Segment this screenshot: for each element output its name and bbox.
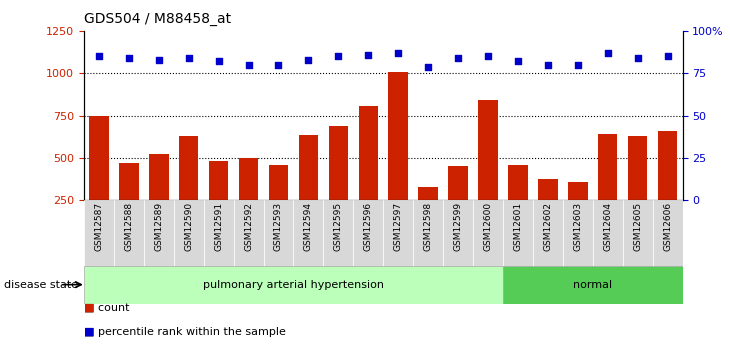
- Text: GSM12596: GSM12596: [364, 202, 373, 252]
- Text: GDS504 / M88458_at: GDS504 / M88458_at: [84, 12, 231, 26]
- Point: [483, 54, 494, 59]
- Text: GSM12605: GSM12605: [633, 202, 642, 252]
- Text: GSM12598: GSM12598: [423, 202, 433, 252]
- Bar: [174, 200, 204, 273]
- Bar: [84, 200, 114, 273]
- Bar: [114, 200, 144, 273]
- Bar: [508, 165, 528, 200]
- Bar: [293, 200, 323, 273]
- Bar: [149, 154, 169, 200]
- Text: GSM12592: GSM12592: [244, 202, 253, 251]
- Bar: [383, 200, 413, 273]
- Text: GSM12595: GSM12595: [334, 202, 343, 252]
- Point: [182, 55, 194, 61]
- Bar: [84, 266, 503, 304]
- Bar: [89, 116, 109, 200]
- Bar: [204, 200, 234, 273]
- Bar: [478, 100, 498, 200]
- Text: GSM12589: GSM12589: [154, 202, 164, 252]
- Bar: [418, 187, 438, 200]
- Bar: [388, 72, 408, 200]
- Text: GSM12587: GSM12587: [94, 202, 104, 252]
- Bar: [179, 136, 199, 200]
- Bar: [658, 131, 677, 200]
- Bar: [144, 200, 174, 273]
- Point: [242, 62, 255, 68]
- Bar: [568, 183, 588, 200]
- Bar: [328, 126, 348, 200]
- Text: GSM12599: GSM12599: [453, 202, 463, 252]
- Point: [303, 57, 315, 62]
- Bar: [119, 163, 139, 200]
- Text: GSM12591: GSM12591: [214, 202, 223, 252]
- Point: [542, 62, 554, 68]
- Bar: [234, 200, 264, 273]
- Point: [333, 54, 345, 59]
- Point: [602, 50, 613, 56]
- Bar: [563, 200, 593, 273]
- Bar: [358, 106, 378, 200]
- Point: [213, 59, 225, 64]
- Text: GSM12590: GSM12590: [184, 202, 193, 252]
- Bar: [628, 136, 648, 200]
- Text: ■: ■: [84, 303, 94, 313]
- Bar: [239, 158, 258, 200]
- Bar: [593, 200, 623, 273]
- Text: GSM12602: GSM12602: [543, 202, 553, 251]
- Text: GSM12604: GSM12604: [603, 202, 612, 251]
- Bar: [448, 166, 468, 200]
- Point: [393, 50, 404, 56]
- Bar: [269, 166, 288, 200]
- Point: [153, 57, 165, 62]
- Point: [572, 62, 584, 68]
- Text: ■: ■: [84, 327, 94, 337]
- Bar: [264, 200, 293, 273]
- Text: GSM12600: GSM12600: [483, 202, 493, 252]
- Point: [662, 54, 674, 59]
- Point: [363, 52, 374, 58]
- Bar: [299, 135, 318, 200]
- Bar: [533, 200, 563, 273]
- Bar: [353, 200, 383, 273]
- Bar: [623, 200, 653, 273]
- Bar: [503, 266, 683, 304]
- Text: GSM12606: GSM12606: [663, 202, 672, 252]
- Bar: [653, 200, 683, 273]
- Text: ■ percentile rank within the sample: ■ percentile rank within the sample: [84, 327, 286, 337]
- Text: pulmonary arterial hypertension: pulmonary arterial hypertension: [203, 280, 384, 289]
- Bar: [503, 200, 533, 273]
- Bar: [538, 179, 558, 200]
- Bar: [598, 134, 618, 200]
- Point: [512, 59, 524, 64]
- Text: disease state: disease state: [4, 280, 78, 289]
- Text: GSM12601: GSM12601: [513, 202, 523, 252]
- Text: GSM12593: GSM12593: [274, 202, 283, 252]
- Bar: [323, 200, 353, 273]
- Point: [123, 55, 134, 61]
- Bar: [473, 200, 503, 273]
- Text: GSM12594: GSM12594: [304, 202, 313, 251]
- Bar: [413, 200, 443, 273]
- Text: GSM12597: GSM12597: [393, 202, 403, 252]
- Point: [93, 54, 105, 59]
- Bar: [443, 200, 473, 273]
- Point: [631, 55, 644, 61]
- Point: [453, 55, 464, 61]
- Text: ■ count: ■ count: [84, 303, 129, 313]
- Text: GSM12588: GSM12588: [124, 202, 134, 252]
- Bar: [209, 161, 228, 200]
- Point: [422, 64, 434, 69]
- Point: [273, 62, 285, 68]
- Text: normal: normal: [573, 280, 612, 289]
- Text: GSM12603: GSM12603: [573, 202, 583, 252]
